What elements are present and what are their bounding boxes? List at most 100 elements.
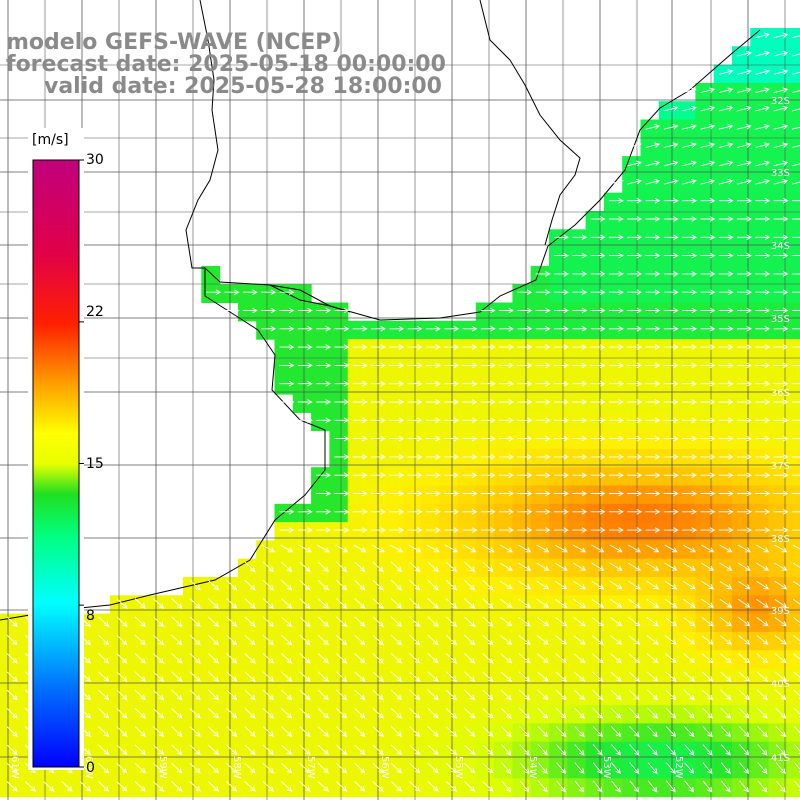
wind-arrow <box>645 417 661 424</box>
wind-arrow <box>609 544 623 553</box>
wind-speed-cell <box>567 247 587 267</box>
wind-speed-cell <box>384 540 404 560</box>
wind-arrow <box>756 562 770 571</box>
wind-arrow <box>627 454 643 460</box>
wind-arrow <box>189 689 201 701</box>
wind-arrow <box>352 344 368 350</box>
wind-speed-cell <box>567 265 587 285</box>
wind-speed-cell <box>329 485 349 505</box>
wind-speed-cell <box>292 503 312 523</box>
wind-arrow <box>739 780 749 793</box>
wind-speed-cell <box>786 485 800 505</box>
wind-speed-cell <box>677 631 696 651</box>
wind-speed-cell <box>677 778 696 798</box>
wind-speed-cell <box>695 650 715 670</box>
wind-speed-cell <box>512 558 532 578</box>
wind-arrow <box>683 598 696 608</box>
wind-arrow <box>791 126 800 130</box>
wind-speed-cell <box>713 503 733 523</box>
wind-arrow <box>407 435 423 442</box>
wind-speed-cell <box>219 613 239 633</box>
wind-speed-cell <box>658 320 678 340</box>
wind-speed-cell <box>439 375 459 395</box>
wind-speed-cell <box>384 375 404 395</box>
wind-speed-cell <box>585 540 605 560</box>
wind-arrow <box>427 579 439 591</box>
wind-arrow <box>755 216 771 222</box>
wind-arrow <box>407 454 423 460</box>
wind-arrow <box>134 707 146 719</box>
wind-speed-cell <box>329 540 349 560</box>
wind-speed-cell <box>768 485 788 505</box>
wind-arrow <box>390 561 403 573</box>
wind-speed-cell <box>329 778 349 798</box>
wind-speed-cell <box>750 339 770 358</box>
wind-speed-cell <box>457 503 477 523</box>
wind-speed-cell <box>622 778 642 798</box>
wind-arrow <box>701 580 715 590</box>
wind-speed-cell <box>475 558 495 578</box>
wind-speed-cell <box>750 284 770 304</box>
wind-speed-cell <box>164 723 184 743</box>
wind-speed-cell <box>622 650 642 670</box>
wind-arrow <box>700 435 716 442</box>
wind-speed-cell <box>640 265 660 285</box>
wind-arrow <box>791 529 800 531</box>
wind-arrow <box>499 490 515 497</box>
wind-speed-cell <box>237 778 257 798</box>
wind-arrow <box>629 762 640 775</box>
wind-arrow <box>371 380 386 387</box>
wind-speed-cell <box>36 778 56 798</box>
wind-speed-cell <box>658 192 678 212</box>
wind-arrow <box>718 326 734 332</box>
wind-arrow <box>189 653 201 664</box>
wind-arrow <box>262 744 274 756</box>
wind-arrow <box>98 616 110 628</box>
wind-speed-cell <box>786 394 800 413</box>
wind-speed-cell <box>347 741 367 761</box>
wind-speed-cell <box>750 723 770 743</box>
wind-arrow <box>702 780 713 793</box>
wind-speed-cell <box>366 705 385 724</box>
wind-arrow <box>628 653 641 664</box>
wind-arrow <box>793 635 800 644</box>
wind-arrow <box>409 671 421 682</box>
wind-speed-cell <box>475 778 495 798</box>
wind-arrow <box>262 579 274 591</box>
wind-arrow <box>354 689 366 701</box>
wind-arrow <box>464 616 476 628</box>
wind-arrow <box>775 689 787 701</box>
wind-arrow <box>627 472 643 478</box>
wind-arrow <box>663 435 679 442</box>
wind-speed-cell <box>274 760 294 779</box>
wind-speed-cell <box>750 265 770 285</box>
wind-speed-cell <box>366 760 385 779</box>
wind-arrow <box>517 362 533 369</box>
wind-speed-cell <box>713 631 733 651</box>
wind-speed-cell <box>256 558 276 578</box>
wind-speed-cell <box>530 485 550 505</box>
wind-arrow <box>774 598 788 608</box>
wind-arrow <box>682 362 698 369</box>
wind-speed-cell <box>201 778 221 798</box>
wind-speed-cell <box>567 705 587 724</box>
wind-speed-cell <box>768 46 788 66</box>
wind-arrow <box>134 744 146 756</box>
wind-speed-cell <box>658 723 678 743</box>
wind-arrow <box>608 380 624 387</box>
wind-arrow <box>554 289 569 295</box>
wind-arrow <box>371 399 386 405</box>
wind-arrow <box>554 234 569 241</box>
wind-arrow <box>262 707 274 719</box>
wind-arrow <box>791 218 800 220</box>
wind-arrow <box>462 362 478 369</box>
wind-arrow <box>555 707 567 719</box>
wind-arrow <box>718 216 734 222</box>
lon-label-52W: 52W <box>673 756 684 779</box>
wind-arrow <box>444 344 460 350</box>
wind-speed-cell <box>603 631 623 651</box>
wind-arrow <box>682 326 698 332</box>
wind-arrow <box>627 490 643 497</box>
wind-arrow <box>737 544 751 553</box>
wind-arrow <box>281 634 293 646</box>
